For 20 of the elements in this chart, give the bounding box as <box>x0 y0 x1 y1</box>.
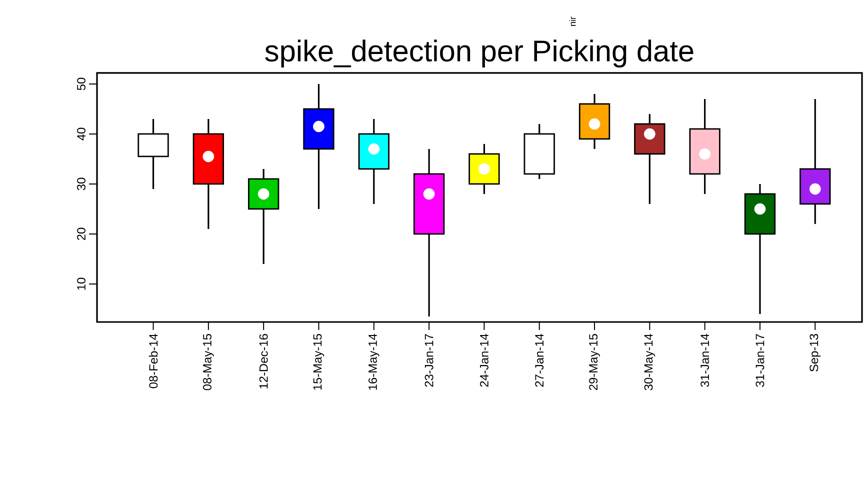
x-tick-label: 08-May-15 <box>203 334 214 390</box>
x-tick-label: 30-May-14 <box>644 334 656 390</box>
x-tick-label: 16-May-14 <box>368 334 380 390</box>
x-tick-label: 31-Jan-14 <box>700 334 710 387</box>
y-tick-label: 40 <box>77 128 86 140</box>
x-tick-label: 23-Jan-17 <box>424 334 434 387</box>
y-tick-label: 10 <box>77 278 86 290</box>
x-tick-label: Sep-13 <box>810 334 821 372</box>
x-tick-label: 27-Jan-14 <box>535 334 544 387</box>
text: nir <box>569 16 576 26</box>
x-tick-label: 15-May-15 <box>313 334 324 390</box>
y-tick-label: 50 <box>77 78 86 90</box>
y-tick-label: 20 <box>77 228 86 240</box>
x-tick-label: 31-Jan-17 <box>756 334 764 387</box>
x-tick-label: 08-Feb-14 <box>148 334 158 388</box>
y-tick-label: 30 <box>77 178 86 190</box>
x-tick-label: 12-Dec-16 <box>259 334 268 388</box>
chart-title: spike_detection per Picking date <box>265 40 694 68</box>
x-tick-label: 29-May-15 <box>589 334 600 390</box>
x-tick-label: 24-Jan-14 <box>480 334 488 387</box>
